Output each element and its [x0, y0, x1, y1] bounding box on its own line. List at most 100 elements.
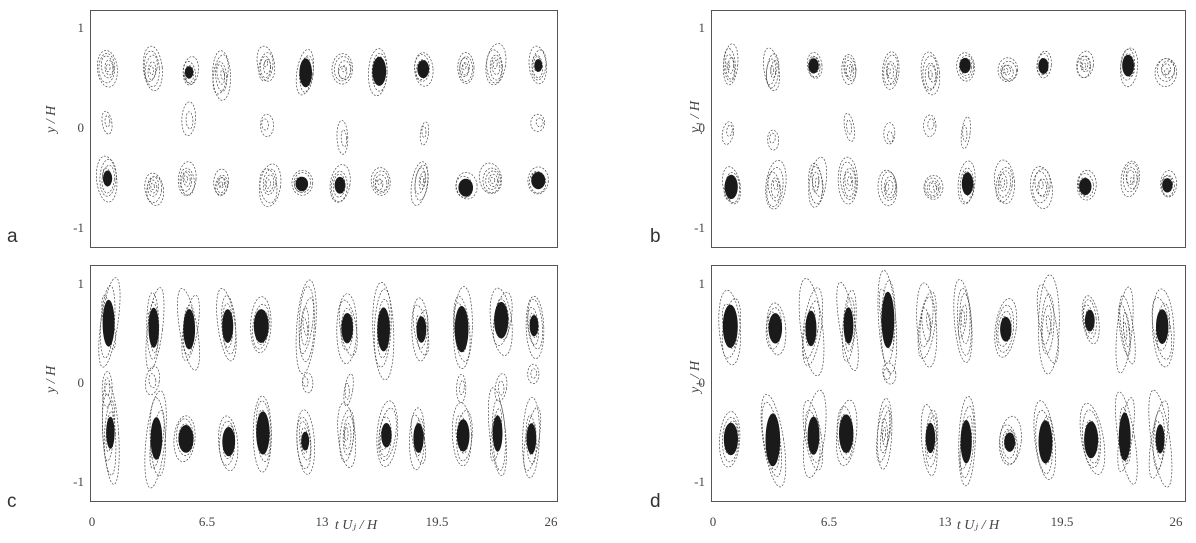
contour-line [333, 56, 352, 82]
contour-line [491, 399, 506, 471]
contour-line [919, 296, 934, 348]
contour-line [843, 56, 857, 82]
contour-line [252, 395, 272, 473]
contour-line [461, 62, 469, 76]
contour-core [765, 413, 781, 467]
contour-line [727, 57, 735, 75]
contour-line [926, 180, 940, 196]
panel-letter-a: a [7, 226, 18, 247]
contour-line [1033, 400, 1057, 480]
contour-core [256, 411, 270, 455]
contour-line [302, 376, 309, 388]
contour-line [373, 170, 389, 194]
contour-line [298, 421, 312, 461]
contour-line [1030, 166, 1053, 209]
contour-line [1156, 58, 1176, 82]
contour-core [184, 66, 194, 79]
contour-line [459, 380, 465, 395]
contour-line [808, 156, 828, 208]
contour-line [250, 296, 272, 354]
contour-line [997, 310, 1012, 347]
contour-line [414, 164, 429, 201]
contour-core [1155, 424, 1165, 454]
contour-line [527, 307, 540, 346]
contour-line [98, 53, 116, 84]
contour-line [302, 316, 309, 337]
contour-line [215, 61, 228, 92]
contour-line [456, 373, 467, 404]
contour-line [1045, 314, 1052, 336]
contour-line [916, 282, 938, 368]
contour-line [414, 52, 434, 87]
contour-plot-c [90, 265, 558, 502]
contour-line [1000, 178, 1006, 188]
contour-line [216, 176, 227, 194]
contour-line [996, 304, 1014, 353]
contour-line [492, 60, 498, 70]
contour-line [763, 47, 780, 92]
contour-core [534, 59, 543, 72]
contour-core [808, 58, 819, 74]
contour-line [337, 402, 357, 468]
ytick-a-1: 1 [77, 20, 85, 35]
contour-line [928, 64, 937, 83]
contour-line [726, 124, 733, 137]
contour-line [494, 373, 508, 402]
panel-letter-d: d [650, 491, 661, 512]
contour-line [721, 121, 735, 145]
contour-line [766, 53, 780, 89]
contour-line [837, 156, 858, 205]
xlabel-d: t Uⱼ / H [956, 518, 1000, 533]
ytick-d-0: 0 [698, 375, 706, 390]
ytick-b-m1: -1 [694, 220, 705, 235]
contour-line [814, 177, 820, 188]
contour-line [844, 60, 855, 79]
contour-core [222, 427, 236, 457]
contour-line [1038, 179, 1044, 189]
contour-core [417, 60, 430, 79]
contour-line [99, 158, 117, 197]
ytick-d-m1: -1 [694, 474, 705, 489]
contour-line [882, 51, 900, 90]
contour-line [455, 171, 478, 200]
contour-line [926, 415, 938, 459]
contour-line [958, 395, 976, 487]
contour-line [920, 404, 938, 476]
contour-line [410, 414, 426, 464]
contour-line [149, 397, 166, 477]
contour-line [218, 177, 225, 189]
contour-line [145, 287, 165, 371]
contour-line [723, 43, 739, 86]
contour-line [105, 63, 111, 72]
contour-line [338, 65, 348, 79]
contour-line [959, 293, 971, 344]
contour-line [836, 399, 858, 467]
contour-core [372, 56, 387, 86]
contour-line [491, 57, 501, 75]
contour-core [1004, 432, 1016, 452]
contour-line [1081, 62, 1086, 69]
contour-line [998, 173, 1008, 192]
contour-line [291, 169, 314, 196]
contour-line [218, 415, 239, 472]
contour-line [999, 415, 1022, 466]
contour-line [147, 61, 157, 80]
contour-line [886, 63, 894, 80]
contour-core [150, 417, 163, 460]
contour-line [806, 52, 823, 79]
contour-line [1119, 295, 1136, 365]
contour-line [421, 125, 427, 138]
contour-line [146, 176, 162, 203]
contour-core [531, 172, 546, 190]
contour-line [529, 171, 547, 194]
contour-core [768, 313, 783, 344]
contour-line [1164, 68, 1170, 75]
contour-line [956, 52, 975, 82]
contour-line [877, 270, 898, 374]
ytick-c-1: 1 [77, 276, 85, 291]
contour-line [419, 121, 430, 146]
contour-core [299, 58, 312, 88]
contour-line [144, 390, 167, 489]
contour-line [457, 52, 475, 84]
contour-line [104, 59, 114, 76]
